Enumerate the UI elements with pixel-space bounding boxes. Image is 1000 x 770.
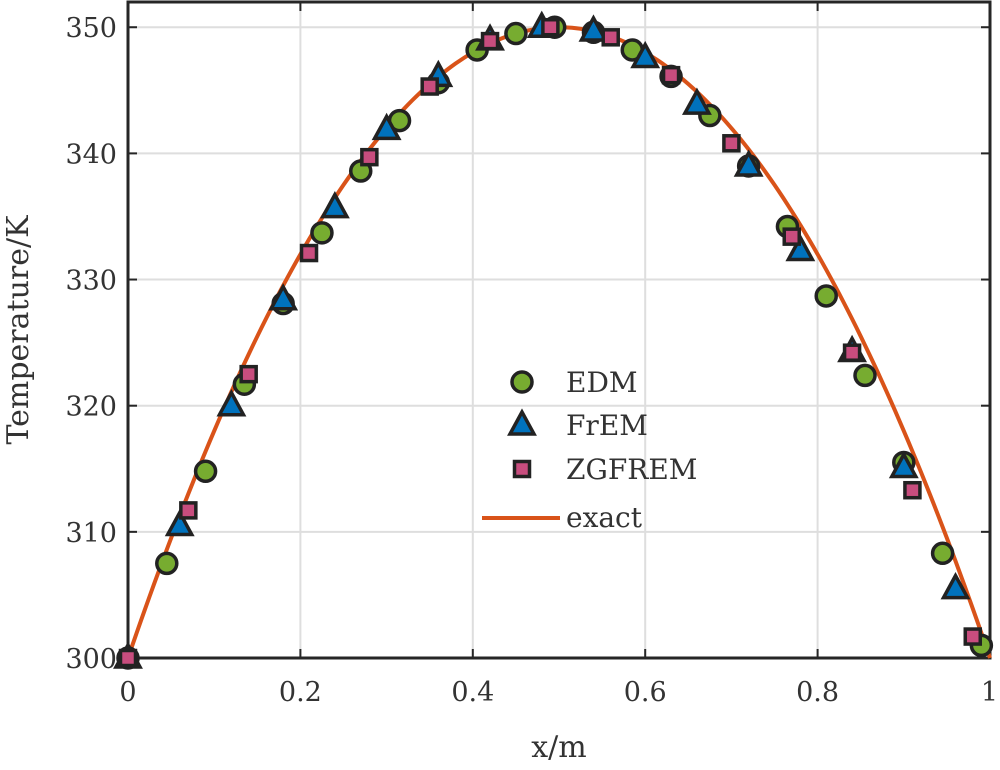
x-tick-label: 0.8 (796, 677, 839, 708)
y-tick-label: 300 (65, 644, 117, 675)
frem-point (630, 40, 661, 69)
frem-point (371, 112, 402, 141)
zgfrem-point (903, 480, 922, 500)
x-tick-label: 0.4 (451, 677, 494, 708)
x-tick-label: 0.6 (624, 677, 667, 708)
edm-point (193, 459, 218, 484)
zgfrem-point (601, 28, 620, 47)
edm-point (155, 551, 179, 576)
zgfrem-point (299, 243, 319, 263)
y-tick-label: 310 (65, 518, 117, 549)
edm-point (930, 541, 955, 566)
legend-label-zgfrem: ZGFREM (566, 453, 697, 486)
edm-point (814, 284, 838, 308)
frem-point (578, 14, 609, 42)
zgfrem-point (118, 648, 138, 668)
edm-legend-marker (510, 370, 534, 394)
frem-point (319, 190, 350, 219)
legend-label-edm: EDM (566, 366, 638, 399)
legend-label-frem: FrEM (566, 409, 648, 442)
y-tick-label: 320 (65, 392, 117, 423)
plot-frame (126, 0, 992, 660)
zgfrem-legend-marker (512, 459, 532, 479)
frem-point (785, 233, 816, 262)
legend-label-exact: exact (566, 501, 643, 534)
frem-point (888, 450, 919, 479)
frem-point (681, 87, 712, 115)
y-tick-label: 340 (65, 139, 117, 170)
zgfrem-point (782, 227, 801, 246)
zgfrem-point (963, 627, 983, 646)
zgfrem-point (239, 364, 258, 384)
frem-legend-marker (507, 408, 537, 436)
zgfrem-point (842, 343, 862, 362)
grid-lines (127, 2, 991, 659)
zgfrem-point (722, 134, 741, 153)
zgfrem-point (480, 31, 500, 51)
zgfrem-point (541, 17, 560, 37)
exact-curve (126, 25, 992, 659)
edm-point (853, 363, 877, 388)
legend: EDM FrEM ZGFREM exact (482, 366, 697, 534)
frem-point (733, 149, 764, 177)
x-tick-label: 1 (981, 677, 998, 708)
frem-point (940, 571, 971, 600)
x-axis-label: x/m (531, 730, 586, 765)
y-axis-label: Temperature/K (1, 215, 36, 445)
edm-point (504, 21, 528, 46)
zgfrem-point (661, 65, 681, 85)
frem-point (216, 389, 247, 417)
x-tick-label: 0.2 (279, 677, 322, 708)
frem-point (268, 283, 299, 311)
edm-point (310, 221, 334, 245)
axis-ticks: 0 0.2 0.4 0.6 0.8 1 300 310 320 330 340 350 (65, 2, 998, 708)
data-markers (113, 10, 994, 670)
y-tick-label: 350 (65, 13, 117, 44)
zgfrem-point (360, 147, 379, 167)
zgfrem-point (420, 77, 439, 96)
y-tick-label: 330 (65, 266, 117, 297)
x-tick-label: 0 (119, 677, 136, 708)
zgfrem-point (179, 501, 198, 520)
exact-curve-layer (126, 25, 992, 659)
frem-point (164, 508, 195, 537)
